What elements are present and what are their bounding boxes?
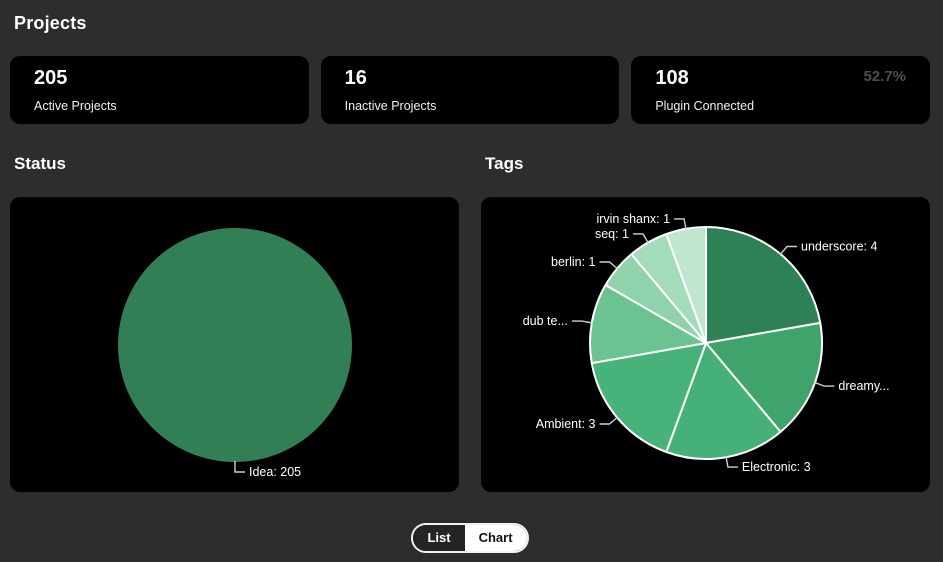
pie-slice-label: Idea: 205 bbox=[249, 465, 301, 479]
view-toggle: List Chart bbox=[411, 523, 529, 553]
stat-card-top: 205 bbox=[34, 68, 285, 88]
tags-pie-chart: underscore: 4 dreamy... Electronic: 3 Ambie… bbox=[523, 212, 890, 474]
stat-card-top: 108 52.7% bbox=[655, 68, 906, 88]
pie-slice-label: seq: 1 bbox=[595, 227, 629, 241]
pie-slice-label: irvin shanx: 1 bbox=[596, 212, 670, 226]
pie-slice-label: berlin: 1 bbox=[551, 255, 596, 269]
tags-section-title: Tags bbox=[485, 154, 524, 173]
stat-card-top: 16 bbox=[345, 68, 596, 88]
status-chart-panel: Idea: 205 bbox=[10, 197, 459, 492]
stats-row: 205 Active Projects 16 Inactive Projects… bbox=[10, 56, 931, 124]
pie-label-leader bbox=[633, 233, 650, 244]
list-view-button[interactable]: List bbox=[413, 525, 465, 551]
stat-value: 16 bbox=[344, 67, 367, 89]
pie-label-leader bbox=[599, 261, 619, 270]
stat-value: 108 bbox=[655, 67, 689, 89]
stat-card-active-projects: 205 Active Projects bbox=[10, 56, 309, 124]
pie-label-leader bbox=[234, 461, 245, 473]
pie-slice-label: Ambient: 3 bbox=[536, 417, 596, 431]
page-title: Projects bbox=[14, 13, 87, 33]
status-section-title: Status bbox=[14, 154, 66, 173]
percent-badge: 52.7% bbox=[863, 68, 907, 85]
pie-label-leader bbox=[599, 416, 619, 425]
pie-slice-label: dreamy... bbox=[838, 379, 889, 393]
status-pie-chart: Idea: 205 bbox=[118, 228, 352, 479]
pie-label-leader bbox=[674, 218, 687, 230]
stat-value: 205 bbox=[34, 67, 68, 89]
status-section: Status Idea: 205 bbox=[10, 154, 459, 492]
stat-label: Inactive Projects bbox=[344, 99, 437, 113]
stat-card-inactive-projects: 16 Inactive Projects bbox=[320, 56, 620, 124]
tags-section: Tags underscore: 4 dreamy... Electronic: 3… bbox=[481, 154, 930, 492]
stat-label: Active Projects bbox=[34, 99, 117, 113]
pie-label-leader bbox=[571, 320, 593, 324]
charts-row: Status Idea: 205 Tags underscore: 4 dream… bbox=[10, 154, 930, 492]
stat-card-plugin-connected: 108 52.7% Plugin Connected bbox=[631, 56, 931, 124]
pie-label-leader bbox=[813, 381, 835, 387]
stat-label: Plugin Connected bbox=[655, 99, 755, 113]
pie-slice-label: underscore: 4 bbox=[801, 240, 877, 254]
pie-slice-label: dub te... bbox=[523, 314, 568, 328]
tags-chart-panel: underscore: 4 dreamy... Electronic: 3 Ambie… bbox=[481, 197, 930, 492]
pie-slice[interactable] bbox=[118, 228, 352, 462]
chart-view-button[interactable]: Chart bbox=[464, 525, 527, 551]
pie-label-leader bbox=[779, 245, 797, 256]
pie-slice-label: Electronic: 3 bbox=[742, 460, 811, 474]
view-toggle-wrap: List Chart bbox=[10, 492, 930, 553]
pie-label-leader bbox=[725, 456, 738, 468]
